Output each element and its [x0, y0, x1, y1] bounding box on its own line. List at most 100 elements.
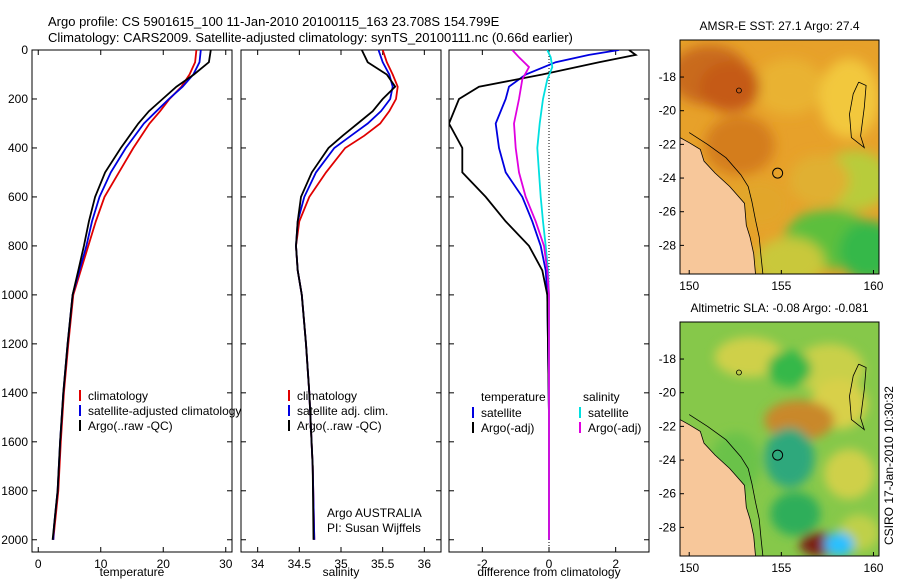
- x-axis-label: salinity: [323, 565, 360, 579]
- x-tick-label: 0: [546, 557, 553, 571]
- field-blob: [704, 115, 775, 176]
- reef-contour: [849, 363, 867, 431]
- field-blob: [839, 220, 879, 274]
- y-tick-label: 800: [8, 239, 28, 253]
- y-tick-label: -24: [659, 171, 677, 185]
- map-field: [680, 40, 879, 274]
- x-tick-label: 30: [219, 557, 233, 571]
- depth-contour: [688, 132, 764, 274]
- side-stamp: CSIRO 17-Jan-2010 10:30:32: [882, 386, 896, 545]
- y-tick-label: 2000: [1, 533, 28, 547]
- legend-label: Argo(-adj): [481, 421, 534, 435]
- y-tick-label: 1400: [1, 386, 28, 400]
- credit-line-1: Argo AUSTRALIA: [327, 506, 422, 520]
- land-mass: [680, 137, 756, 274]
- header-line-1: Argo profile: CS 5901615_100 11-Jan-2010…: [48, 14, 500, 29]
- land-mass: [680, 419, 756, 556]
- x-tick-label: 0: [35, 557, 42, 571]
- y-tick-label: 0: [21, 43, 28, 57]
- x-tick-label: 150: [679, 561, 699, 575]
- field-blob: [699, 61, 760, 112]
- legend-label: Argo(..raw -QC): [88, 419, 173, 433]
- map-frame: [679, 39, 880, 275]
- legend-group-title: temperature: [481, 390, 546, 404]
- map-frame: [679, 321, 880, 557]
- y-tick-label: -22: [659, 419, 677, 433]
- y-tick-label: -20: [659, 104, 677, 118]
- y-tick-label: -26: [659, 487, 677, 501]
- x-axis-label: temperature: [100, 565, 165, 579]
- header-line-2: Climatology: CARS2009. Satellite-adjuste…: [48, 30, 573, 45]
- legend-label: satellite-adjusted climatology: [88, 404, 241, 418]
- legend-label: satellite adj. clim.: [297, 404, 388, 418]
- field-blob: [819, 58, 879, 139]
- plot-frame: [240, 49, 442, 553]
- legend-label: Argo(-adj): [588, 421, 641, 435]
- field-blob: [714, 337, 785, 378]
- x-tick-label: 10: [94, 557, 108, 571]
- series-line-3: [51, 50, 212, 540]
- legend-label: satellite: [588, 406, 629, 420]
- x-tick-label: 35: [334, 557, 348, 571]
- y-tick-label: 1800: [1, 484, 28, 498]
- field-blob: [754, 237, 825, 274]
- x-tick-label: 150: [679, 279, 699, 293]
- y-tick-label: -18: [659, 70, 677, 84]
- credit-line-2: PI: Susan Wijffels: [327, 521, 421, 535]
- legend-label: Argo(..raw -QC): [297, 419, 382, 433]
- x-tick-label: 2: [612, 557, 619, 571]
- x-tick-label: 34: [251, 557, 265, 571]
- y-tick-label: 600: [8, 190, 28, 204]
- y-tick-label: -24: [659, 453, 677, 467]
- legend-group-title: salinity: [583, 390, 620, 404]
- field-blob: [789, 155, 850, 206]
- y-tick-label: 1600: [1, 435, 28, 449]
- map-panel-1: AMSR-E SST: 27.1 Argo: 27.4 150 155 160 -18 -…: [659, 19, 884, 293]
- plot-frame: [31, 49, 233, 553]
- island-contour: [736, 87, 742, 94]
- y-tick-label: 1000: [1, 288, 28, 302]
- x-tick-label: 155: [771, 279, 791, 293]
- map-panel-2: Altimetric SLA: -0.08 Argo: -0.081 150 155…: [659, 301, 884, 575]
- map-title: Altimetric SLA: -0.08 Argo: -0.081: [690, 301, 868, 315]
- y-tick-label: -22: [659, 137, 677, 151]
- y-tick-label: -18: [659, 352, 677, 366]
- field-blob: [764, 427, 815, 488]
- y-tick-label: 400: [8, 141, 28, 155]
- float-position-marker: [772, 449, 784, 461]
- island-contour: [736, 369, 742, 376]
- field-blob: [824, 449, 875, 500]
- map-field: [680, 322, 879, 556]
- y-tick-label: 1200: [1, 337, 28, 351]
- series-line-1: [494, 50, 620, 540]
- field-blob: [754, 58, 825, 115]
- x-tick-label: 155: [771, 561, 791, 575]
- x-tick-label: -2: [477, 557, 488, 571]
- field-blob: [770, 491, 821, 536]
- x-tick-label: 36: [418, 557, 432, 571]
- reef-contour: [849, 81, 867, 149]
- x-tick-label: 20: [157, 557, 171, 571]
- y-tick-label: -26: [659, 205, 677, 219]
- x-tick-label: 35.5: [371, 557, 395, 571]
- profile-panel-2: 34 34.5 35 35.5 36 salinity climatologysatelli…: [240, 49, 442, 579]
- field-blob: [767, 350, 812, 387]
- map-title: AMSR-E SST: 27.1 Argo: 27.4: [699, 19, 859, 33]
- series-line-2: [449, 50, 638, 540]
- y-tick-label: -28: [659, 520, 677, 534]
- y-tick-label: -28: [659, 238, 677, 252]
- field-blob: [824, 532, 855, 556]
- legend-label: climatology: [297, 389, 357, 403]
- profile-panel-1: 0 10 20 30 0 200 400 600 800 1000 1200 1400 1600 1800…: [1, 43, 241, 579]
- y-tick-label: 200: [8, 92, 28, 106]
- series-line-4: [511, 50, 550, 540]
- float-position-marker: [772, 167, 784, 179]
- x-tick-label: 160: [863, 279, 883, 293]
- legend-label: climatology: [88, 389, 148, 403]
- depth-contour: [688, 414, 764, 556]
- legend-label: satellite: [481, 406, 522, 420]
- series-line-3: [295, 50, 397, 540]
- y-tick-label: -20: [659, 386, 677, 400]
- x-tick-label: 34.5: [288, 557, 312, 571]
